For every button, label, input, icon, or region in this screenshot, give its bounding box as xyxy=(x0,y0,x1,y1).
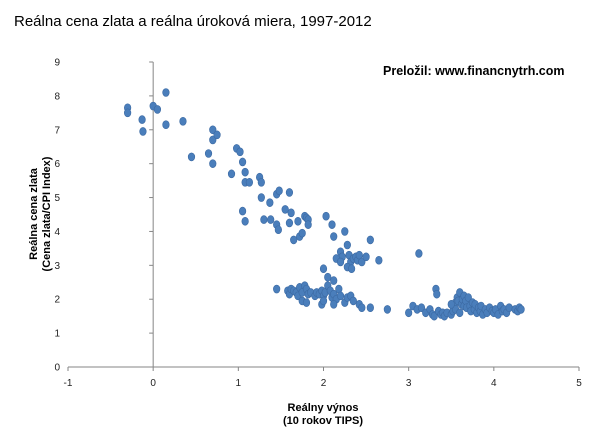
y-tick-label: 4 xyxy=(54,227,60,238)
y-tick-label: 7 xyxy=(54,125,60,136)
y-tick-label: 8 xyxy=(54,91,60,102)
data-point xyxy=(362,252,370,262)
data-point xyxy=(336,291,345,301)
x-axis-label: Reálny výnos (10 rokov TIPS) xyxy=(223,402,423,428)
data-point xyxy=(366,303,374,312)
data-point xyxy=(257,193,265,202)
data-point xyxy=(260,215,268,224)
data-point xyxy=(517,305,525,314)
data-point xyxy=(287,208,295,218)
data-point xyxy=(204,149,213,158)
data-point xyxy=(209,159,217,168)
y-tick-label: 5 xyxy=(54,193,60,204)
y-tick-label: 9 xyxy=(54,58,60,69)
data-point xyxy=(322,211,330,221)
data-point xyxy=(366,235,374,245)
data-point xyxy=(274,225,282,235)
data-point xyxy=(179,117,187,126)
x-axis-label-line-2: (10 rokov TIPS) xyxy=(282,415,364,427)
data-point xyxy=(298,228,306,238)
data-point xyxy=(405,308,413,318)
data-point xyxy=(245,178,254,187)
x-tick-label: 3 xyxy=(406,378,412,389)
data-point xyxy=(285,188,294,197)
data-point xyxy=(241,216,249,226)
x-axis-label-line-1: Reálny výnos xyxy=(287,402,359,414)
y-tick-label: 6 xyxy=(54,159,60,170)
data-point xyxy=(304,220,312,229)
data-point xyxy=(238,206,247,216)
data-point xyxy=(285,218,294,228)
x-tick-label: -1 xyxy=(64,378,73,389)
data-point xyxy=(505,303,513,312)
y-tick-label: 3 xyxy=(54,261,60,272)
data-point xyxy=(358,303,366,312)
data-point xyxy=(433,289,441,299)
data-point xyxy=(290,235,298,245)
data-point xyxy=(456,308,464,318)
x-tick-label: 0 xyxy=(150,378,156,389)
data-point xyxy=(319,264,328,274)
data-point xyxy=(349,296,357,306)
data-point xyxy=(238,157,247,167)
x-tick-label: 5 xyxy=(576,378,582,389)
data-point xyxy=(162,120,170,129)
data-point xyxy=(213,130,221,140)
x-tick-label: 1 xyxy=(236,378,242,389)
data-point xyxy=(348,264,356,274)
y-tick-label: 0 xyxy=(54,363,60,374)
data-point xyxy=(375,255,383,265)
data-point xyxy=(153,105,162,114)
data-point xyxy=(227,169,236,179)
data-point xyxy=(273,284,281,294)
data-point xyxy=(138,115,146,124)
x-tick-label: 2 xyxy=(321,378,327,389)
data-point xyxy=(324,272,332,282)
data-point xyxy=(257,178,265,187)
data-point xyxy=(302,298,311,307)
data-point xyxy=(275,186,283,196)
data-point xyxy=(162,88,170,97)
data-point xyxy=(319,296,328,306)
translation-credit: Preložil: www.financnytrh.com xyxy=(383,64,565,78)
data-point xyxy=(124,108,132,118)
data-point xyxy=(330,232,338,241)
data-point xyxy=(341,227,349,236)
data-point xyxy=(187,152,196,162)
data-point xyxy=(330,300,338,309)
data-point xyxy=(241,167,249,177)
data-point xyxy=(236,147,244,157)
data-point xyxy=(281,205,289,214)
data-point xyxy=(266,198,274,207)
data-point xyxy=(336,257,345,267)
data-point xyxy=(328,220,336,229)
data-point xyxy=(294,216,302,226)
x-tick-label: 4 xyxy=(491,378,497,389)
data-point xyxy=(415,249,423,258)
data-point xyxy=(267,215,275,224)
y-tick-label: 2 xyxy=(54,295,60,306)
data-point xyxy=(139,127,147,136)
data-point xyxy=(447,300,455,309)
data-point xyxy=(343,240,351,250)
data-point xyxy=(383,305,391,314)
y-tick-label: 1 xyxy=(54,329,60,340)
chart-title: Reálna cena zlata a reálna úroková miera… xyxy=(14,13,372,30)
data-point xyxy=(330,276,338,285)
